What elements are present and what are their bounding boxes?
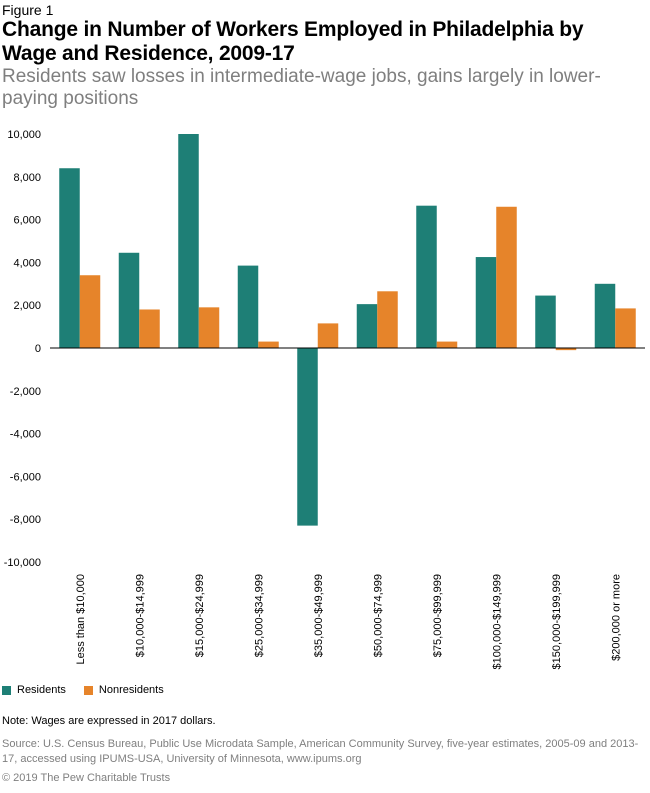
- chart-subtitle: Residents saw losses in intermediate-wag…: [2, 66, 601, 109]
- bar-residents-25-000-34-999: [237, 265, 259, 348]
- x-tick-label: Less than $10,000: [75, 574, 87, 665]
- bars: [59, 134, 636, 526]
- x-tick-label: $200,000 or more: [610, 574, 622, 661]
- legend-item-nonresidents: Nonresidents: [83, 684, 164, 696]
- x-tick-label: $25,000-$34,999: [253, 574, 265, 657]
- bar-nonresidents-200-000-or-more: [615, 308, 636, 348]
- bar-nonresidents-150-000-199-999: [555, 348, 577, 351]
- bar-nonresidents-less-than-10-000: [79, 275, 101, 348]
- x-tick-label: $50,000-$74,999: [372, 574, 384, 657]
- chart-title: Change in Number of Workers Employed in …: [2, 18, 584, 65]
- legend-label-residents: Residents: [17, 684, 66, 696]
- bar-residents-100-000-149-999: [475, 257, 497, 348]
- y-tick-label: 10,000: [7, 129, 41, 141]
- chart-source: Source: U.S. Census Bureau, Public Use M…: [2, 738, 639, 765]
- bar-nonresidents-15-000-24-999: [198, 307, 220, 348]
- x-tick-label: $35,000-$49,999: [313, 574, 325, 657]
- y-tick-label: 2,000: [13, 300, 41, 312]
- bar-residents-200-000-or-more: [594, 283, 616, 348]
- bar-residents-35-000-49-999: [297, 348, 318, 526]
- figure-label: Figure 1: [2, 2, 54, 18]
- legend-label-nonresidents: Nonresidents: [98, 684, 164, 696]
- y-tick-label: 0: [35, 343, 41, 355]
- bar-residents-15-000-24-999: [178, 134, 199, 348]
- legend-swatch-residents: [2, 685, 11, 695]
- y-tick-label: 8,000: [13, 172, 41, 184]
- y-tick-label: 6,000: [13, 215, 41, 227]
- bar-nonresidents-35-000-49-999: [317, 323, 339, 348]
- y-tick-label: -10,000: [4, 557, 41, 569]
- legend: Residents Nonresidents: [2, 684, 164, 696]
- bar-residents-50-000-74-999: [356, 304, 378, 348]
- bar-nonresidents-10-000-14-999: [139, 309, 160, 348]
- copyright: © 2019 The Pew Charitable Trusts: [2, 772, 171, 784]
- bar-chart: 10,000 8,000 6,000 4,000 2,000 0 -2,000 -4,000 -…: [4, 129, 645, 669]
- bar-nonresidents-100-000-149-999: [496, 206, 517, 348]
- y-tick-label: -8,000: [10, 514, 41, 526]
- bar-residents-150-000-199-999: [535, 295, 556, 348]
- x-tick-label: $75,000-$99,999: [432, 574, 444, 657]
- bar-nonresidents-25-000-34-999: [258, 341, 279, 348]
- bar-nonresidents-50-000-74-999: [377, 291, 398, 348]
- chart-note: Note: Wages are expressed in 2017 dollar…: [2, 715, 216, 727]
- legend-swatch-nonresidents: [83, 685, 93, 695]
- x-tick-label: $15,000-$24,999: [194, 574, 206, 657]
- bar-residents-less-than-10-000: [59, 168, 80, 348]
- bar-nonresidents-75-000-99-999: [436, 341, 458, 348]
- y-axis-labels: 10,000 8,000 6,000 4,000 2,000 0 -2,000 -4,000 -…: [4, 129, 41, 569]
- x-tick-label: $150,000-$199,999: [551, 574, 563, 669]
- bar-residents-10-000-14-999: [118, 252, 140, 348]
- x-axis-labels: Less than $10,000 $10,000-$14,999 $15,000-…: [75, 574, 623, 669]
- y-tick-label: -6,000: [10, 471, 41, 483]
- bar-residents-75-000-99-999: [416, 205, 437, 348]
- x-tick-label: $100,000-$149,999: [491, 574, 503, 669]
- legend-item-residents: Residents: [2, 684, 66, 696]
- y-tick-label: 4,000: [13, 257, 41, 269]
- x-tick-label: $10,000-$14,999: [134, 574, 146, 657]
- y-tick-label: -4,000: [10, 429, 41, 441]
- y-tick-label: -2,000: [10, 386, 41, 398]
